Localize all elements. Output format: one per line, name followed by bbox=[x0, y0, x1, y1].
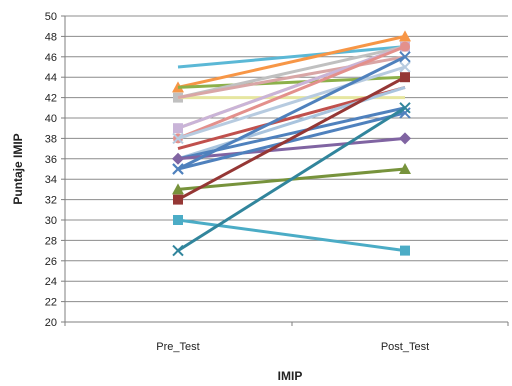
gridlines bbox=[65, 15, 508, 303]
y-tick-label: 26 bbox=[45, 256, 57, 268]
data-point bbox=[172, 152, 184, 165]
series-line bbox=[177, 45, 406, 130]
x-tick-labels: Pre_Test Post_Test bbox=[64, 322, 509, 353]
data-point bbox=[400, 41, 410, 52]
series-line bbox=[177, 218, 406, 253]
series-line bbox=[177, 55, 406, 100]
series-6 bbox=[177, 55, 406, 100]
y-tick-label: 22 bbox=[45, 297, 57, 309]
series-line bbox=[177, 75, 406, 201]
y-tick-label: 38 bbox=[45, 133, 57, 145]
series-1 bbox=[177, 45, 406, 69]
y-tick-label: 34 bbox=[45, 174, 57, 186]
data-point bbox=[400, 72, 410, 83]
y-tick-label: 50 bbox=[45, 11, 57, 23]
data-point bbox=[400, 245, 410, 256]
y-tick-label: 30 bbox=[45, 215, 57, 227]
data-point bbox=[399, 30, 411, 42]
y-axis-title: Puntaje IMIP bbox=[11, 133, 25, 204]
x-tick-label: Pre_Test bbox=[156, 341, 199, 353]
axes bbox=[64, 16, 508, 323]
data-point bbox=[172, 132, 184, 145]
x-axis-title: IMIP bbox=[278, 369, 303, 383]
data-point bbox=[399, 132, 411, 145]
y-tick-label: 46 bbox=[45, 52, 57, 64]
data-point bbox=[173, 215, 183, 225]
y-tick-label: 36 bbox=[45, 154, 57, 166]
series-10 bbox=[172, 61, 411, 145]
y-tick-label: 44 bbox=[45, 72, 57, 84]
data-point bbox=[173, 194, 183, 205]
y-tick-label: 24 bbox=[45, 276, 57, 288]
series-19 bbox=[173, 215, 410, 256]
series-line bbox=[177, 45, 406, 100]
series-group bbox=[172, 30, 411, 257]
data-point bbox=[399, 51, 411, 63]
data-point bbox=[172, 244, 184, 257]
data-point bbox=[172, 183, 184, 195]
series-line bbox=[177, 111, 406, 171]
y-tick-label: 20 bbox=[45, 317, 57, 329]
series-18 bbox=[173, 72, 410, 205]
y-tick-label: 28 bbox=[45, 235, 57, 247]
series-line bbox=[177, 55, 406, 171]
y-tick-label: 40 bbox=[45, 113, 57, 125]
data-point bbox=[399, 102, 411, 114]
y-tick-label: 42 bbox=[45, 93, 57, 105]
series-line bbox=[177, 136, 406, 161]
series-line bbox=[177, 34, 406, 89]
y-tick-label: 48 bbox=[45, 31, 57, 43]
series-line bbox=[177, 106, 406, 252]
series-20 bbox=[172, 102, 411, 257]
series-line bbox=[177, 45, 406, 140]
data-point bbox=[172, 163, 184, 175]
data-point bbox=[399, 163, 411, 174]
series-line bbox=[177, 65, 406, 140]
data-point bbox=[173, 123, 183, 134]
data-point bbox=[399, 61, 411, 73]
series-14 bbox=[172, 132, 411, 165]
y-tick-label: 32 bbox=[45, 195, 57, 207]
x-tick-label: Post_Test bbox=[381, 341, 429, 353]
y-tick-labels: 20 22 24 26 28 30 32 34 36 38 40 42 44 46 48 50 bbox=[45, 11, 65, 329]
series-line bbox=[177, 45, 406, 69]
